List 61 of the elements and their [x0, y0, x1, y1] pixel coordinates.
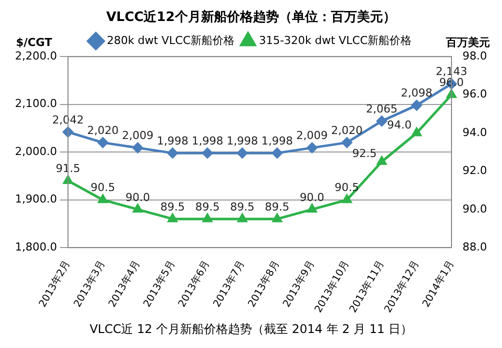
data-label: 2,020	[331, 124, 363, 137]
y2-tick-label: 92.0	[462, 164, 488, 178]
data-label: 89.5	[264, 200, 290, 214]
point	[272, 148, 282, 158]
point	[411, 100, 422, 111]
point	[98, 137, 108, 148]
point	[238, 214, 248, 222]
legend-label: 280k dwt VLCC新船价格	[106, 34, 235, 47]
data-label: 1,998	[156, 134, 188, 148]
point	[62, 126, 74, 138]
y2-tick-label: 94.0	[462, 126, 488, 139]
y2-tick-label: 90.0	[462, 202, 488, 216]
point	[202, 214, 212, 222]
data-label: 89.5	[160, 200, 185, 214]
point	[98, 194, 108, 204]
text: VLCC近 12 个月新船价格趋势（截至 2014 年 2 月 11 日）	[90, 322, 412, 336]
point	[202, 148, 213, 158]
y-axis-title: $/CGT	[16, 36, 53, 49]
y2-tick-label: 88.0	[462, 240, 488, 254]
point	[412, 128, 422, 136]
point	[272, 214, 282, 222]
data-label: 2,020	[87, 124, 119, 137]
data-label: 1,998	[261, 134, 293, 148]
data-label: 90.5	[90, 181, 116, 194]
data-label: 91.5	[56, 162, 80, 176]
data-label: 2,042	[52, 113, 84, 126]
point	[446, 90, 456, 98]
data-label: 90.0	[300, 190, 324, 204]
data-label: 90.0	[125, 190, 150, 204]
y2-tick-label: 96.0	[462, 88, 488, 101]
point	[342, 194, 352, 204]
y2-tick-label: 98.0	[462, 49, 488, 62]
data-label: 89.5	[230, 200, 255, 214]
data-label: 2,098	[400, 86, 432, 100]
point	[63, 176, 73, 184]
y-tick-label: 1,800.0	[14, 240, 57, 254]
data-label: 2,143	[436, 65, 468, 78]
legend-label: 315-320k dwt VLCC新船价格	[259, 34, 412, 47]
data-label: 2,009	[122, 129, 154, 142]
y-tick-label: 2,100.0	[14, 97, 57, 110]
point	[342, 137, 352, 148]
point	[377, 156, 386, 165]
point	[307, 204, 317, 213]
data-label: 2,009	[296, 129, 328, 142]
data-label: 1,998	[192, 134, 224, 148]
data-label: 92.5	[352, 147, 377, 160]
y-tick-label: 1,900.0	[14, 192, 57, 206]
point	[167, 148, 178, 158]
point	[376, 116, 388, 126]
y-tick-label: 2,000.0	[14, 144, 57, 158]
data-label: 2,065	[366, 102, 398, 116]
chart-title: VLCC近12个月新船价格趋势（单位：百万美元）	[106, 9, 396, 26]
point	[237, 148, 248, 158]
y-tick-label: 2,200.0	[14, 49, 57, 62]
data-label: 1,998	[226, 134, 258, 148]
data-label: 89.5	[195, 200, 220, 214]
data-label: 94.0	[387, 118, 412, 132]
y2-axis-title: 百万美元	[445, 36, 490, 49]
point	[306, 142, 318, 154]
point	[132, 142, 143, 154]
point	[168, 214, 178, 222]
